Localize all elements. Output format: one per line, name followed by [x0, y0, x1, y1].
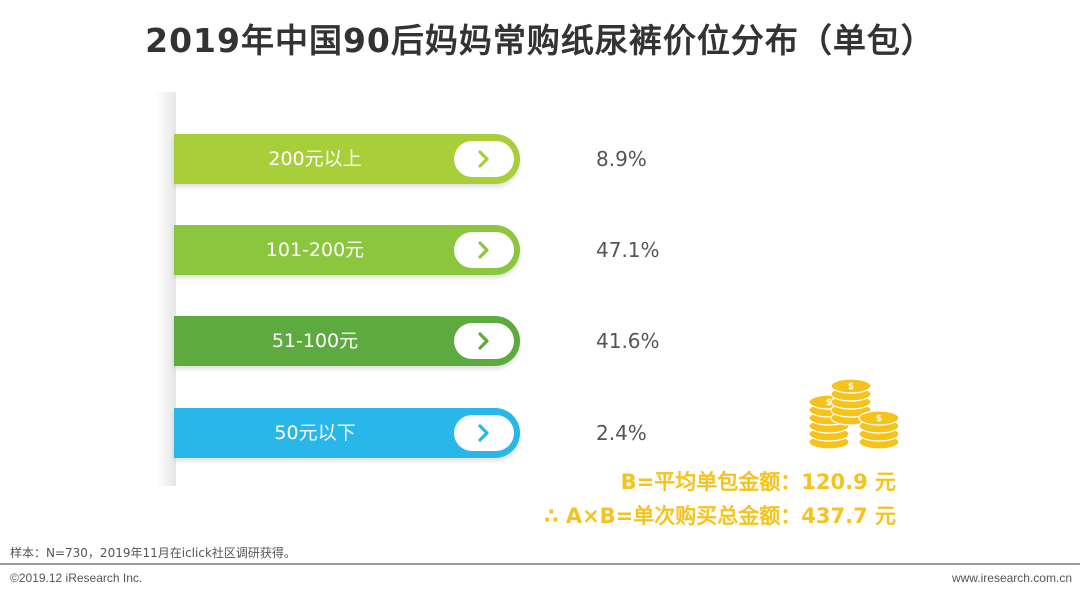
axis-shadow: [156, 92, 176, 486]
bar-2: 101-200元: [174, 225, 520, 275]
chevron-right-icon: [454, 232, 514, 268]
bar-3: 51-100元: [174, 316, 520, 366]
chevron-right-icon: [454, 415, 514, 451]
bar-category-label: 101-200元: [265, 239, 365, 261]
coin-stack-icon: $ $ $: [808, 378, 900, 450]
bar-1: 200元以上: [174, 134, 520, 184]
bar-4: 50元以下: [174, 408, 520, 458]
bar-value-label: 2.4%: [596, 421, 647, 445]
bar-category-label: 200元以上: [268, 148, 362, 170]
sample-note: 样本：N=730，2019年11月在iclick社区调研获得。: [10, 546, 296, 560]
copyright-text: ©2019.12 iResearch Inc.: [10, 571, 143, 585]
formula-average-price: B=平均单包金额：120.9 元: [620, 470, 896, 494]
bar-category-label: 50元以下: [274, 422, 356, 444]
svg-text:$: $: [826, 398, 832, 408]
bar-category-label: 51-100元: [271, 330, 359, 352]
svg-text:$: $: [848, 382, 854, 392]
bar-value-label: 41.6%: [596, 329, 660, 353]
chevron-right-icon: [454, 141, 514, 177]
chart-title: 2019年中国90后妈妈常购纸尿裤价位分布（单包）: [145, 21, 935, 60]
chevron-right-icon: [454, 323, 514, 359]
bar-value-label: 8.9%: [596, 147, 647, 171]
footer-divider: [0, 563, 1080, 565]
website-link[interactable]: www.iresearch.com.cn: [951, 571, 1072, 585]
bar-value-label: 47.1%: [596, 238, 660, 262]
formula-total-amount: ∴ A×B=单次购买总金额：437.7 元: [543, 504, 896, 528]
svg-text:$: $: [876, 414, 882, 424]
